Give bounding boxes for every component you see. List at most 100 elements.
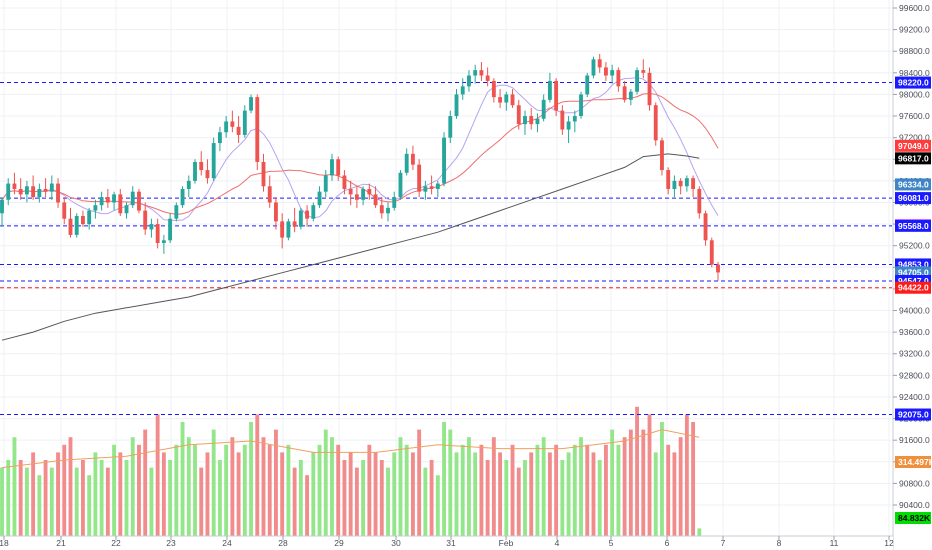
- volume-bar: [547, 452, 552, 536]
- volume-bar: [566, 452, 571, 536]
- volume-bar: [124, 460, 129, 536]
- price-level-label: 95568.0: [898, 221, 929, 231]
- candle-body: [330, 159, 334, 176]
- candle-body: [168, 218, 173, 241]
- candle-body: [112, 194, 116, 203]
- candle-body: [585, 75, 590, 95]
- candle-body: [660, 140, 664, 171]
- volume-bar: [691, 422, 696, 536]
- price-tick-label: 92400.0: [899, 392, 930, 402]
- candle-body: [342, 175, 347, 189]
- price-tick-label: 91600.0: [899, 435, 930, 445]
- price-tick-label: 97200.0: [899, 133, 930, 143]
- time-tick-label: 24: [222, 538, 232, 548]
- volume-bar: [87, 475, 92, 536]
- volume-bar: [323, 429, 328, 536]
- price-level-label: 96081.0: [898, 193, 929, 203]
- volume-bar: [18, 460, 23, 536]
- candle-body: [479, 70, 484, 76]
- volume-bar: [535, 444, 540, 536]
- volume-bar: [678, 437, 683, 536]
- volume-bar: [429, 460, 434, 536]
- volume-bar: [211, 429, 216, 536]
- volume-bar: [479, 444, 484, 536]
- volume-bar: [93, 452, 98, 536]
- price-tick-label: 90800.0: [899, 478, 930, 488]
- candle-body: [261, 161, 266, 187]
- volume-bar: [498, 452, 503, 536]
- volume-bar: [641, 429, 646, 536]
- volume-bar: [292, 467, 297, 536]
- time-tick-label: 31: [446, 538, 456, 548]
- volume-bar: [404, 444, 409, 536]
- volume-bar: [149, 467, 154, 536]
- candle-body: [535, 118, 540, 125]
- volume-bar: [74, 467, 79, 536]
- candle-body: [317, 191, 322, 206]
- candle-body: [429, 186, 434, 189]
- candle-body: [12, 183, 17, 189]
- candle-body: [292, 221, 297, 227]
- volume-bar: [217, 460, 222, 536]
- volume-bar: [597, 460, 602, 536]
- price-level-badge: [895, 281, 931, 294]
- candle-body: [211, 143, 216, 179]
- volume-bar: [199, 467, 204, 536]
- price-tick-label: 98400.0: [899, 68, 930, 78]
- volume-bar: [516, 467, 521, 536]
- volume-bar: [361, 460, 366, 536]
- candle-body: [498, 97, 503, 103]
- candle-body: [448, 116, 453, 138]
- volume-bar: [249, 422, 253, 536]
- volume-bars: [0, 406, 702, 536]
- candle-body: [616, 70, 621, 87]
- candle-body: [105, 197, 110, 203]
- volume-bar: [105, 467, 110, 536]
- volume-bar: [604, 444, 608, 536]
- volume-bar: [242, 444, 247, 536]
- volume-ma-line: [1, 429, 700, 469]
- candle-body: [678, 180, 683, 187]
- volume-bar: [81, 460, 85, 536]
- volume-ma-line: [1, 429, 700, 469]
- candle-body: [361, 188, 366, 200]
- volume-bar: [305, 475, 310, 536]
- candle-body: [68, 218, 73, 235]
- candle-body: [62, 202, 67, 219]
- volume-bar: [367, 444, 372, 536]
- volume-bar: [585, 444, 590, 536]
- candle-body: [336, 159, 341, 176]
- volume-bar: [180, 422, 185, 536]
- candle-body: [118, 194, 123, 214]
- volume-bar: [697, 528, 702, 536]
- volume-bar: [137, 444, 141, 536]
- price-level-label: 94547.0: [898, 276, 929, 286]
- price-level-label: 94422.0: [898, 283, 929, 293]
- candle-body: [554, 80, 559, 111]
- candle-body: [398, 172, 403, 198]
- candle-body: [610, 70, 615, 76]
- price-level-label: 98220.0: [898, 78, 929, 88]
- candle-body: [691, 178, 696, 189]
- volume-bar: [317, 444, 322, 536]
- candle-body: [348, 188, 353, 195]
- price-tick-label: 93200.0: [899, 349, 930, 359]
- candle-body: [697, 188, 702, 214]
- candle-body: [255, 97, 260, 162]
- candle-body: [647, 72, 652, 106]
- candle-body: [186, 180, 191, 189]
- price-tick-label: 94000.0: [899, 306, 930, 316]
- volume-bar: [118, 452, 123, 536]
- time-tick-label: 5: [609, 538, 614, 548]
- time-tick-label: 11: [830, 538, 839, 548]
- time-tick-label: 18: [0, 538, 9, 548]
- volume-bar: [684, 414, 689, 536]
- candle-body: [560, 110, 565, 130]
- long-moving-average-line: [1, 153, 700, 341]
- volume-bar: [43, 460, 48, 536]
- candle-body: [180, 188, 185, 206]
- candle-body: [124, 205, 129, 214]
- volume-bar: [392, 452, 397, 536]
- candle-body: [579, 94, 583, 117]
